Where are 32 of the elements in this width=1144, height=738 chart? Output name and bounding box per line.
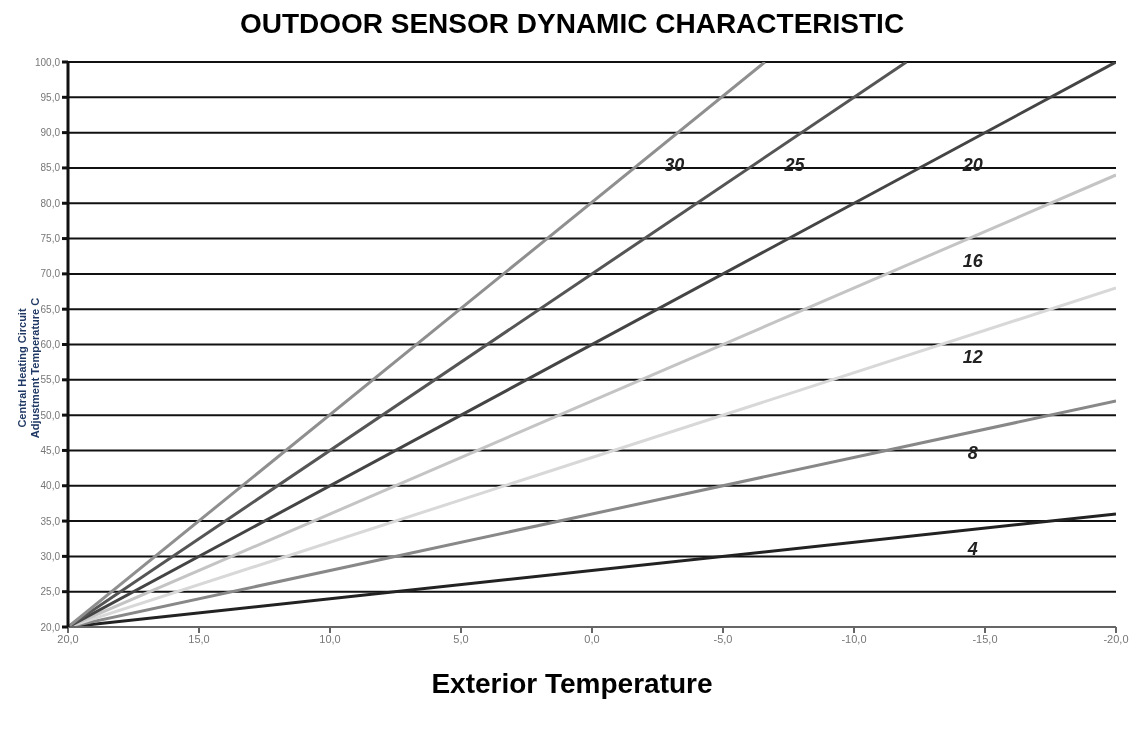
y-tick-label: 20,0	[40, 621, 61, 633]
x-tick-label: -10,0	[841, 632, 867, 645]
series-label: 16	[962, 250, 984, 271]
x-tick-label: 20,0	[57, 632, 79, 645]
y-tick-label: 30,0	[40, 550, 61, 562]
series-label: 12	[962, 346, 983, 367]
y-tick-label: 65,0	[40, 303, 61, 315]
series-label: 4	[966, 538, 978, 559]
y-tick-label: 35,0	[40, 515, 61, 527]
x-tick-label: -20,0	[1103, 632, 1129, 645]
x-axis-title: Exterior Temperature	[430, 668, 714, 700]
x-tick-label: -5,0	[713, 632, 733, 645]
y-tick-label: 100,0	[34, 56, 61, 68]
y-tick-label: 55,0	[40, 374, 61, 386]
y-tick-label: 95,0	[40, 91, 61, 103]
y-tick-label: 70,0	[40, 268, 61, 280]
y-tick-label: 45,0	[40, 444, 61, 456]
y-tick-label: 25,0	[40, 586, 61, 598]
y-tick-label: 85,0	[40, 162, 61, 174]
x-tick-label: 10,0	[319, 632, 341, 645]
x-tick-label: 5,0	[453, 632, 469, 645]
x-tick-label: 15,0	[188, 632, 210, 645]
y-tick-label: 75,0	[40, 233, 61, 245]
y-tick-label: 90,0	[40, 127, 61, 139]
y-tick-label: 40,0	[40, 480, 61, 492]
y-tick-label: 60,0	[40, 339, 61, 351]
y-tick-label: 80,0	[40, 197, 61, 209]
x-tick-label: 0,0	[584, 632, 600, 645]
y-axis-title: Central Heating Circuit Adjustment Temperature C	[15, 297, 41, 439]
chart-title: OUTDOOR SENSOR DYNAMIC CHARACTERISTIC	[238, 8, 906, 41]
y-tick-label: 50,0	[40, 409, 61, 421]
x-tick-label: -15,0	[972, 632, 998, 645]
